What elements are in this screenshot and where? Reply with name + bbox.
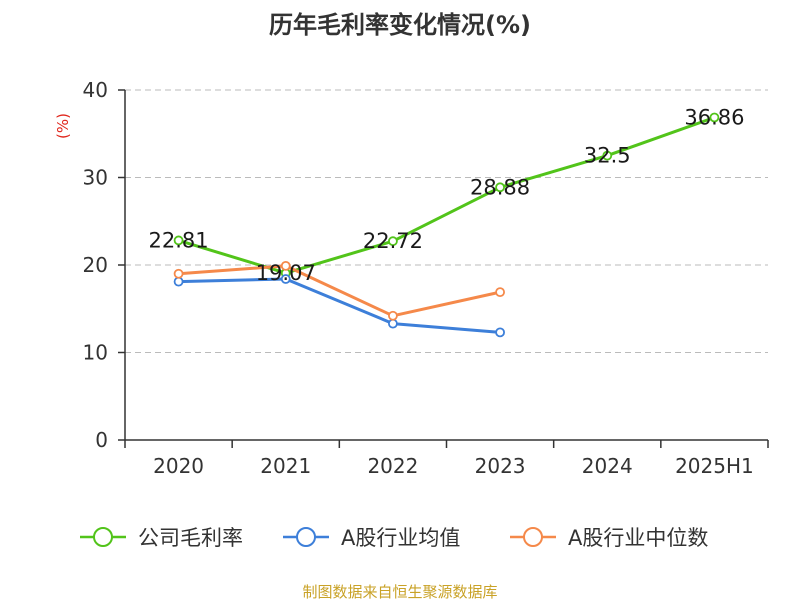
data-point <box>388 318 398 329</box>
legend: 公司毛利率 A股行业均值 A股行业中位数 <box>80 526 708 550</box>
data-label: 36.86 <box>684 105 744 129</box>
data-point <box>495 327 505 338</box>
y-tick-label: 40 <box>83 78 108 102</box>
series-line <box>177 116 716 275</box>
data-point <box>602 150 613 161</box>
data-point <box>388 236 398 247</box>
series-line <box>177 264 502 318</box>
legend-marker <box>296 527 316 547</box>
legend-label: A股行业中位数 <box>568 526 708 550</box>
data-label: 32.5 <box>584 144 631 168</box>
data-labels: 22.81 19.07 22.72 28.88 32.5 36.86 <box>149 105 745 285</box>
series-layer <box>173 112 720 338</box>
x-tick-label: 2021 <box>260 454 311 478</box>
data-label: 28.88 <box>470 175 530 199</box>
legend-label: 公司毛利率 <box>138 526 243 550</box>
data-label: 19.07 <box>256 261 316 285</box>
legend-label: A股行业均值 <box>341 526 460 550</box>
source-note: 制图数据来自恒生聚源数据库 <box>302 583 497 600</box>
data-point <box>709 112 720 123</box>
data-label: 22.72 <box>363 229 423 253</box>
legend-marker <box>93 527 113 547</box>
x-tick-label: 2025H1 <box>675 454 754 478</box>
data-point <box>173 268 184 279</box>
y-tick-label: 0 <box>95 428 108 452</box>
axes: 0 10 20 30 40 2020 2021 2022 2023 2024 2025H1 <box>83 78 769 478</box>
x-tick-label: 2024 <box>582 454 633 478</box>
y-axis-unit: (%) <box>54 113 72 139</box>
y-tick-label: 30 <box>83 166 108 190</box>
legend-marker <box>523 527 543 547</box>
data-point <box>280 274 291 284</box>
x-tick-label: 2023 <box>475 454 526 478</box>
data-label: 22.81 <box>149 228 209 252</box>
gridlines <box>125 89 768 353</box>
x-tick-label: 2020 <box>153 454 204 478</box>
data-point <box>173 235 184 246</box>
data-point <box>280 260 291 271</box>
y-tick-label: 20 <box>83 253 108 277</box>
series-line <box>177 277 502 334</box>
data-point <box>495 182 505 193</box>
x-tick-label: 2022 <box>367 454 418 478</box>
y-tick-label: 10 <box>83 341 108 365</box>
data-point <box>495 287 505 298</box>
data-point <box>388 310 398 321</box>
chart-title: 历年毛利率变化情况(%) <box>269 11 531 39</box>
data-point <box>173 276 184 287</box>
